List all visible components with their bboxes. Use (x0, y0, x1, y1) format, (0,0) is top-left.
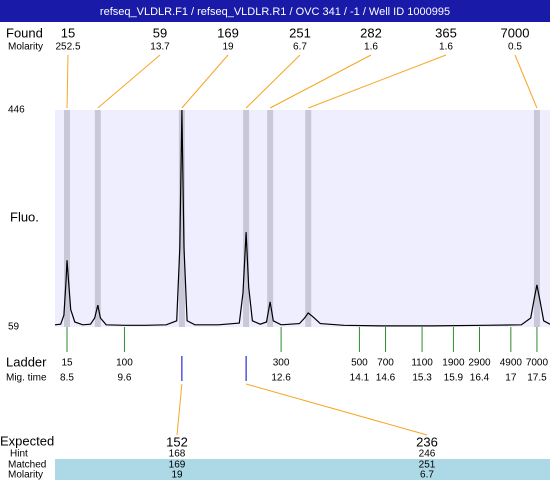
found-size: 169 (217, 25, 239, 40)
mig-time-label: Mig. time (6, 373, 47, 384)
matched-molarity: 19 (171, 470, 183, 480)
found-size: 59 (153, 25, 167, 40)
ladder-time: 8.5 (60, 373, 74, 384)
found-molarity: 13.7 (150, 42, 170, 53)
found-molarity-label: Molarity (8, 42, 43, 53)
y-tick-label: 59 (8, 322, 20, 333)
ladder-time: 12.6 (271, 373, 291, 384)
peak-band (178, 110, 185, 327)
matched-band (55, 459, 550, 480)
ladder-time: 14.6 (376, 373, 396, 384)
hint-label: Hint (10, 449, 28, 460)
plot-area (55, 110, 550, 327)
found-molarity: 19 (222, 42, 234, 53)
found-connector (514, 54, 538, 109)
found-molarity: 1.6 (439, 42, 453, 53)
matched-size: 251 (419, 460, 436, 471)
expected-connector (245, 383, 428, 436)
found-molarity: 1.6 (364, 42, 378, 53)
found-connector (245, 54, 301, 109)
matched-label: Matched (8, 460, 46, 471)
ladder-time: 15.9 (444, 373, 464, 384)
found-size: 7000 (501, 25, 530, 40)
found-connector (181, 54, 229, 109)
ladder-size: 700 (377, 358, 394, 369)
peak-band (533, 110, 540, 327)
ladder-time: 16.4 (470, 373, 490, 384)
peak-band (305, 110, 312, 327)
peak-band (94, 110, 101, 327)
ladder-size: 100 (116, 358, 133, 369)
title-bar (0, 0, 550, 22)
ladder-size: 1900 (442, 358, 465, 369)
found-label: Found (6, 25, 43, 40)
peak-band (267, 110, 274, 327)
found-molarity: 0.5 (508, 42, 522, 53)
expected-size: 236 (416, 434, 438, 449)
matched-molarity: 6.7 (420, 470, 434, 480)
y-tick-label: 446 (8, 105, 25, 116)
found-connector (97, 54, 161, 109)
trace (54, 109, 550, 327)
ladder-time: 15.3 (412, 373, 432, 384)
ladder-size: 500 (351, 358, 368, 369)
peak-band (64, 110, 71, 327)
found-size: 365 (435, 25, 457, 40)
found-size: 15 (61, 25, 75, 40)
ladder-time: 17.5 (527, 373, 547, 384)
ladder-size: 300 (273, 358, 290, 369)
title: refseq_VLDLR.F1 / refseq_VLDLR.R1 / OVC … (100, 6, 450, 18)
hint-size: 246 (419, 449, 436, 460)
found-size: 251 (289, 25, 311, 40)
ladder-time: 17 (505, 373, 517, 384)
found-size: 282 (360, 25, 382, 40)
ladder-size: 4900 (500, 358, 523, 369)
y-axis-label: Fluo. (10, 209, 39, 224)
expected-connector (176, 383, 183, 436)
found-connector (308, 54, 447, 109)
found-connector (269, 54, 372, 109)
ladder-time: 14.1 (350, 373, 370, 384)
molarity-label: Molarity (8, 470, 43, 480)
ladder-time: 9.6 (117, 373, 131, 384)
ladder-size: 2900 (468, 358, 491, 369)
hint-size: 168 (169, 449, 186, 460)
ladder-size: 1100 (411, 358, 433, 369)
ladder-size: 15 (61, 358, 73, 369)
found-molarity: 252.5 (55, 42, 80, 53)
matched-size: 169 (169, 460, 186, 471)
expected-size: 152 (166, 434, 188, 449)
ladder-label: Ladder (6, 354, 47, 369)
expected-label: Expected (0, 433, 54, 448)
found-connector (66, 54, 69, 109)
ladder-size: 7000 (526, 358, 549, 369)
peak-band (243, 110, 250, 327)
found-molarity: 6.7 (293, 42, 307, 53)
